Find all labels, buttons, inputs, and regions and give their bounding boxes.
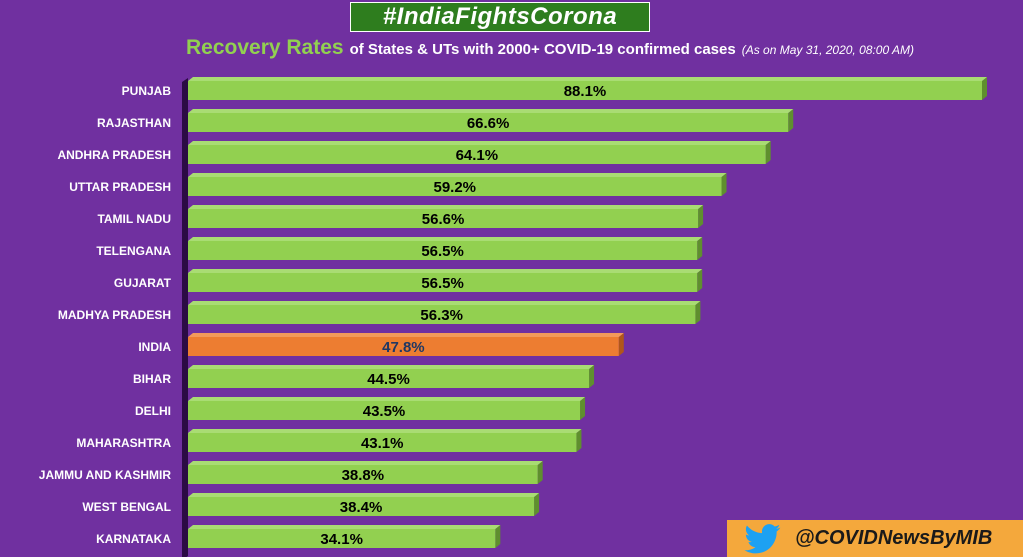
category-label: INDIA [138, 340, 171, 354]
bar-side [695, 301, 701, 324]
bar [188, 433, 577, 452]
bar-top [188, 397, 586, 401]
category-label: TAMIL NADU [97, 212, 171, 226]
bar-highlight [188, 337, 619, 356]
bar-top [188, 173, 727, 177]
bar [188, 465, 538, 484]
bar [188, 497, 535, 516]
social-handle-badge: @COVIDNewsByMIB [727, 520, 1023, 557]
bar-side [589, 365, 595, 388]
category-label: ANDHRA PRADESH [57, 148, 171, 162]
chart-title: Recovery Rates of States & UTs with 2000… [186, 36, 1016, 64]
bar-side [697, 269, 703, 292]
bar-top [188, 205, 704, 209]
bar-side [788, 109, 794, 132]
bar-side [580, 397, 586, 420]
data-label: 47.8% [382, 339, 425, 356]
bar-side [576, 429, 582, 452]
data-label: 64.1% [456, 147, 499, 164]
data-label: 56.6% [422, 211, 465, 228]
bar-side [534, 493, 540, 516]
hashtag-text: #IndiaFightsCorona [382, 3, 618, 30]
bar-top [188, 429, 582, 433]
bar-top [188, 493, 540, 497]
category-label: JAMMU AND KASHMIR [39, 468, 172, 482]
category-label: BIHAR [133, 372, 171, 386]
data-label: 44.5% [367, 371, 410, 388]
bar-top [188, 109, 794, 113]
bar [188, 369, 590, 388]
category-label: WEST BENGAL [82, 500, 171, 514]
category-label: GUJARAT [114, 276, 172, 290]
hashtag-banner: #IndiaFightsCorona [350, 2, 650, 32]
data-label: 43.5% [363, 403, 406, 420]
social-handle-text: @COVIDNewsByMIB [795, 527, 993, 549]
bar-top [188, 365, 595, 369]
bar [188, 401, 581, 420]
category-label: MADHYA PRADESH [58, 308, 171, 322]
category-label: PUNJAB [122, 84, 172, 98]
data-label: 66.6% [467, 115, 510, 132]
data-label: 59.2% [433, 179, 476, 196]
bar-top [188, 77, 987, 81]
data-label: 38.4% [340, 499, 383, 516]
chart-title-main: Recovery Rates [186, 36, 344, 59]
bar-side [697, 237, 703, 260]
bar-top [188, 461, 543, 465]
chart-title-date: (As on May 31, 2020, 08:00 AM) [741, 43, 915, 57]
twitter-bird-icon [744, 523, 781, 553]
data-label: 56.5% [421, 243, 464, 260]
bar-top [188, 269, 703, 273]
bar-top [188, 301, 701, 305]
bar [188, 113, 789, 132]
data-label: 43.1% [361, 435, 404, 452]
bar [188, 305, 696, 324]
data-label: 34.1% [320, 531, 363, 548]
y-axis-wall [182, 78, 188, 557]
bar [188, 529, 496, 548]
bar-side [618, 333, 624, 356]
bar [188, 273, 698, 292]
data-label: 38.8% [342, 467, 385, 484]
bar-side [495, 525, 501, 548]
bar-top [188, 237, 703, 241]
category-label: UTTAR PRADESH [69, 180, 171, 194]
bar-top [188, 141, 771, 145]
bar [188, 209, 699, 228]
bar-side [698, 205, 704, 228]
data-label: 88.1% [564, 83, 607, 100]
bar-top [188, 333, 624, 337]
category-label: RAJASTHAN [97, 116, 171, 130]
bar [188, 241, 698, 260]
bar-top [188, 525, 501, 529]
category-label: KARNATAKA [96, 532, 171, 546]
chart-title-rest: of States & UTs with 2000+ COVID-19 conf… [349, 41, 736, 58]
bar-side [765, 141, 771, 164]
category-label: TELENGANA [96, 244, 171, 258]
category-label: MAHARASHTRA [76, 436, 171, 450]
category-label: DELHI [135, 404, 171, 418]
bar [188, 145, 766, 164]
data-label: 56.5% [421, 275, 464, 292]
bar [188, 177, 722, 196]
bar-side [537, 461, 543, 484]
bar-side [982, 77, 987, 100]
bar [188, 81, 982, 100]
bar-side [721, 173, 727, 196]
data-label: 56.3% [420, 307, 463, 324]
